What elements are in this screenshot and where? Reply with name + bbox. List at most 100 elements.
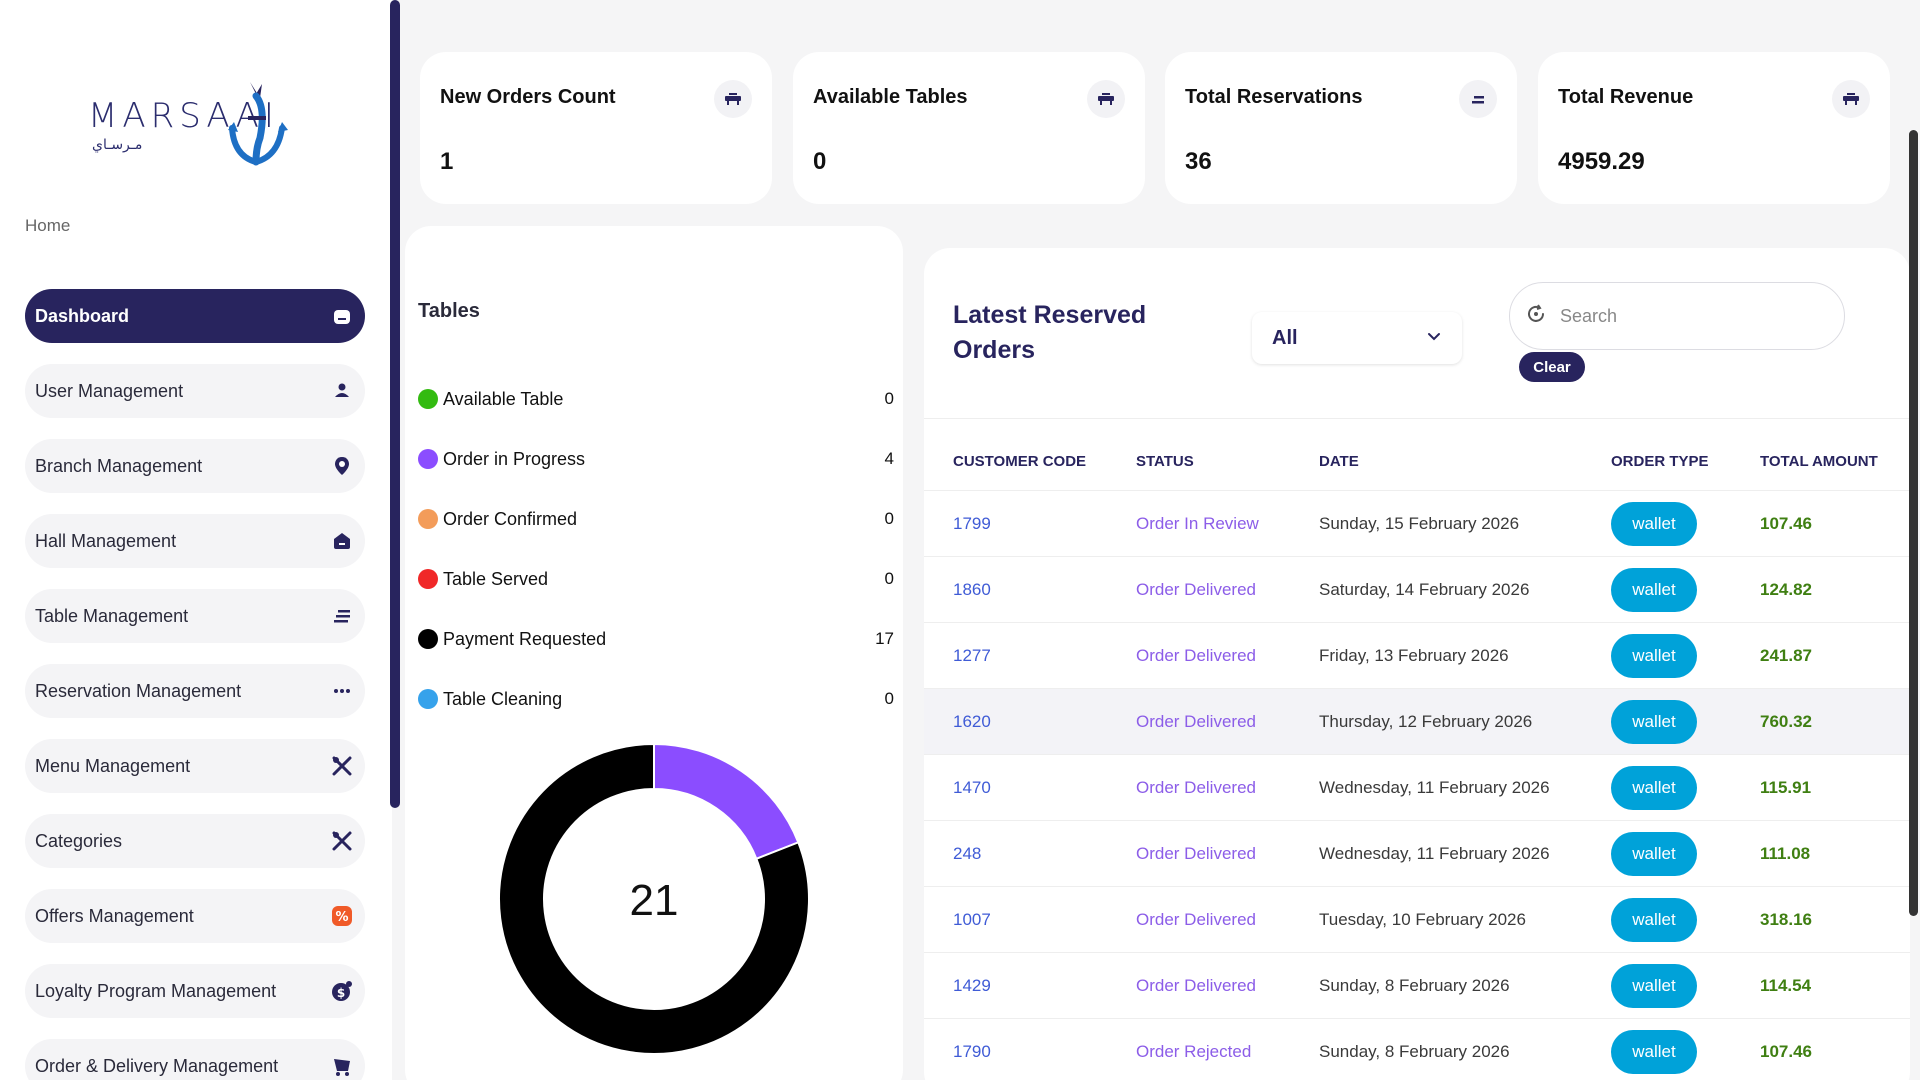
wallet-badge-button[interactable]: wallet xyxy=(1611,964,1697,1008)
column-header-order-type[interactable]: ORDER TYPE xyxy=(1611,453,1709,470)
table-row[interactable]: 1790 Order Rejected Sunday, 8 February 2… xyxy=(924,1018,1910,1080)
table-icon[interactable] xyxy=(1087,80,1125,118)
order-type-cell: wallet xyxy=(1611,557,1697,623)
legend-item[interactable]: Table Cleaning 0 xyxy=(418,684,894,714)
table-row[interactable]: 1007 Order Delivered Tuesday, 10 Februar… xyxy=(924,886,1910,952)
table-icon[interactable] xyxy=(1832,80,1870,118)
customer-code[interactable]: 248 xyxy=(953,844,982,863)
status-filter-select[interactable]: All xyxy=(1252,312,1462,364)
order-status: Order Delivered xyxy=(1136,778,1256,797)
customer-code[interactable]: 1470 xyxy=(953,778,991,797)
donut-slice-order-in-progress[interactable] xyxy=(653,742,800,861)
customer-code[interactable]: 1277 xyxy=(953,646,991,665)
hall-icon xyxy=(331,530,353,552)
order-status: Order Delivered xyxy=(1136,910,1256,929)
sidebar-item-label: Menu Management xyxy=(35,755,191,776)
table-row[interactable]: 1470 Order Delivered Wednesday, 11 Febru… xyxy=(924,754,1910,820)
wallet-badge-button[interactable]: wallet xyxy=(1611,634,1697,678)
order-status: Order Delivered xyxy=(1136,580,1256,599)
legend-label: Table Served xyxy=(443,568,549,589)
customer-code[interactable]: 1429 xyxy=(953,976,991,995)
sidebar-scrollbar[interactable] xyxy=(390,0,400,808)
order-date: Tuesday, 10 February 2026 xyxy=(1319,910,1526,929)
legend-item[interactable]: Payment Requested 17 xyxy=(418,624,894,654)
page-scrollbar[interactable] xyxy=(1909,130,1918,916)
sidebar-item-menu-management[interactable]: Menu Management xyxy=(25,739,365,793)
search-input[interactable] xyxy=(1560,305,1810,327)
wallet-badge-button[interactable]: wallet xyxy=(1611,502,1697,546)
sidebar-item-label: Order & Delivery Management xyxy=(35,1055,279,1076)
chevron-down-icon xyxy=(1426,328,1442,349)
order-amount: 107.46 xyxy=(1760,514,1812,533)
clear-button[interactable]: Clear xyxy=(1519,352,1585,382)
sidebar-item-offers-management[interactable]: Offers Management % xyxy=(25,889,365,943)
order-status: Order In Review xyxy=(1136,514,1259,533)
column-header-customer-code[interactable]: CUSTOMER CODE xyxy=(953,453,1087,470)
wallet-badge-button[interactable]: wallet xyxy=(1611,898,1697,942)
order-amount: 114.54 xyxy=(1760,976,1812,995)
legend-dot-icon xyxy=(418,689,438,709)
sidebar-item-reservation-management[interactable]: Reservation Management xyxy=(25,664,365,718)
sidebar-item-loyalty-program-management[interactable]: Loyalty Program Management $ xyxy=(25,964,365,1018)
order-date: Thursday, 12 February 2026 xyxy=(1319,712,1533,731)
sidebar-item-hall-management[interactable]: Hall Management xyxy=(25,514,365,568)
wallet-badge-button[interactable]: wallet xyxy=(1611,832,1697,876)
sidebar-item-label: Hall Management xyxy=(35,530,177,551)
wallet-badge-button[interactable]: wallet xyxy=(1611,1030,1697,1074)
legend-item[interactable]: Available Table 0 xyxy=(418,384,894,414)
legend-count: 17 xyxy=(875,629,894,648)
sidebar-item-categories[interactable]: Categories xyxy=(25,814,365,868)
order-status: Order Delivered xyxy=(1136,976,1256,995)
customer-code[interactable]: 1790 xyxy=(953,1042,991,1061)
wallet-badge-button[interactable]: wallet xyxy=(1611,700,1697,744)
percent-badge-icon: % xyxy=(331,905,353,927)
brand-logo[interactable]: MARSAAI مـرسـاي xyxy=(86,78,306,168)
table-row[interactable]: 248 Order Delivered Wednesday, 11 Februa… xyxy=(924,820,1910,886)
table-icon[interactable] xyxy=(714,80,752,118)
legend-count: 4 xyxy=(884,449,894,468)
column-header-date[interactable]: DATE xyxy=(1319,453,1359,470)
customer-code[interactable]: 1007 xyxy=(953,910,991,929)
search-box[interactable] xyxy=(1509,282,1845,350)
legend-item[interactable]: Order in Progress 4 xyxy=(418,444,894,474)
breadcrumb[interactable]: Home xyxy=(25,216,71,235)
table-row[interactable]: 1860 Order Delivered Saturday, 14 Februa… xyxy=(924,556,1910,622)
order-date: Saturday, 14 February 2026 xyxy=(1319,580,1530,599)
column-header-status[interactable]: STATUS xyxy=(1136,453,1194,470)
table-row[interactable]: 1620 Order Delivered Thursday, 12 Februa… xyxy=(924,688,1910,754)
order-type-cell: wallet xyxy=(1611,1019,1697,1080)
stat-card-total-revenue: Total Revenue 4959.29 xyxy=(1538,52,1890,204)
customer-code[interactable]: 1860 xyxy=(953,580,991,599)
donut-slice-payment-requested[interactable] xyxy=(498,742,810,1055)
sidebar-item-dashboard[interactable]: Dashboard xyxy=(25,289,365,343)
sidebar-item-label: Loyalty Program Management xyxy=(35,980,277,1001)
stat-card-available-tables: Available Tables 0 xyxy=(793,52,1145,204)
sidebar-item-user-management[interactable]: User Management xyxy=(25,364,365,418)
table-header: CUSTOMER CODE STATUS DATE ORDER TYPE TOT… xyxy=(924,453,1910,483)
sidebar-item-branch-management[interactable]: Branch Management xyxy=(25,439,365,493)
order-status: Order Delivered xyxy=(1136,844,1256,863)
search-refresh-icon[interactable] xyxy=(1524,302,1548,331)
legend-item[interactable]: Table Served 0 xyxy=(418,564,894,594)
legend-item[interactable]: Order Confirmed 0 xyxy=(418,504,894,534)
legend-dot-icon xyxy=(418,569,438,589)
svg-text:$: $ xyxy=(337,986,345,1000)
customer-code[interactable]: 1620 xyxy=(953,712,991,731)
sidebar-item-label: Branch Management xyxy=(35,455,203,476)
wallet-badge-button[interactable]: wallet xyxy=(1611,568,1697,612)
reservation-icon[interactable] xyxy=(1459,80,1497,118)
legend-label: Table Cleaning xyxy=(443,688,563,709)
table-row[interactable]: 1277 Order Delivered Friday, 13 February… xyxy=(924,622,1910,688)
cutlery-icon xyxy=(331,830,353,852)
wallet-badge-button[interactable]: wallet xyxy=(1611,766,1697,810)
legend-label: Payment Requested xyxy=(443,628,607,649)
column-header-total-amount[interactable]: TOTAL AMOUNT xyxy=(1760,453,1878,470)
table-row[interactable]: 1429 Order Delivered Sunday, 8 February … xyxy=(924,952,1910,1018)
table-row[interactable]: 1799 Order In Review Sunday, 15 February… xyxy=(924,490,1910,556)
sidebar-item-order-delivery-management[interactable]: Order & Delivery Management xyxy=(25,1039,365,1080)
list-icon xyxy=(331,605,353,627)
sidebar-item-table-management[interactable]: Table Management xyxy=(25,589,365,643)
more-dots-icon xyxy=(331,680,353,702)
customer-code[interactable]: 1799 xyxy=(953,514,991,533)
order-status: Order Delivered xyxy=(1136,712,1256,731)
